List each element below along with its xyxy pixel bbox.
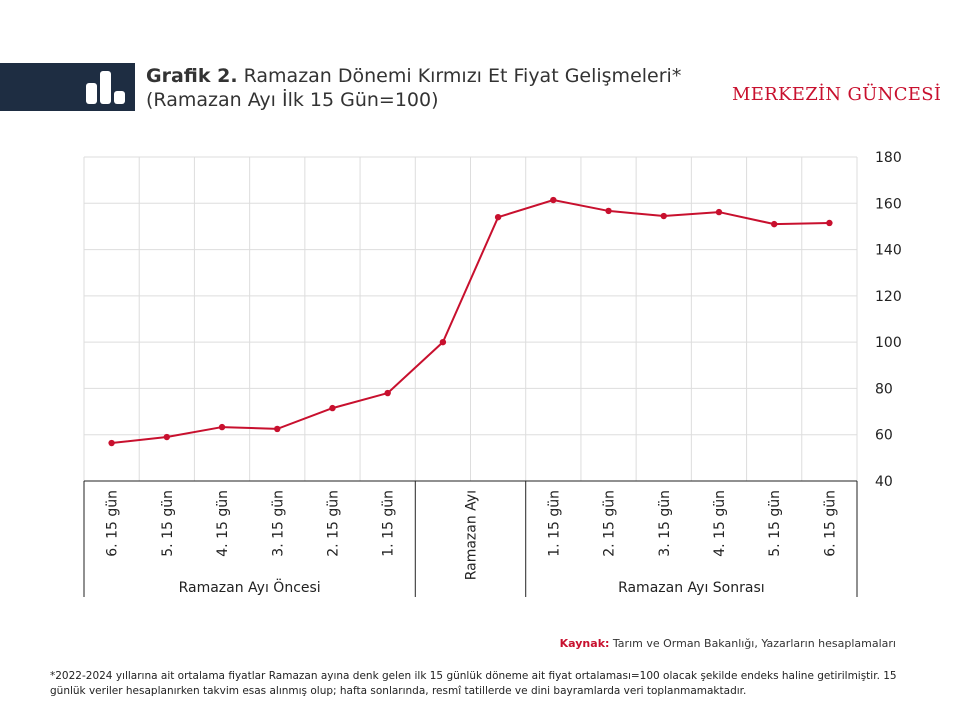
x-tick-label: 4. 15 gün <box>215 490 231 557</box>
data-point <box>218 423 226 431</box>
chart-icon <box>86 71 125 104</box>
y-tick-label: 140 <box>875 243 902 259</box>
footnote: *2022-2024 yıllarına ait ortalama fiyatl… <box>50 670 897 697</box>
header-band <box>0 63 135 111</box>
data-point <box>660 212 667 220</box>
x-tick-label: 2. 15 gün <box>602 490 618 557</box>
chart-title: Ramazan Dönemi Kırmızı Et Fiyat Gelişmel… <box>243 65 682 87</box>
x-tick-label: 1. 15 gün <box>546 490 562 557</box>
x-tick-label: 6. 15 gün <box>105 490 121 557</box>
y-tick-label: 180 <box>875 150 902 166</box>
source-text: Tarım ve Orman Bakanlığı, Yazarların hes… <box>612 637 896 650</box>
x-tick-label: 6. 15 gün <box>822 490 838 557</box>
y-tick-label: 80 <box>875 381 893 397</box>
group-label: Ramazan Ayı Sonrası <box>618 580 765 596</box>
y-tick-label: 60 <box>875 428 893 444</box>
brand: MERKEZİN GÜNCESİ <box>732 84 942 105</box>
data-point <box>108 439 115 447</box>
data-point <box>826 219 833 227</box>
group-label: Ramazan Ayı Öncesi <box>179 578 321 596</box>
data-point <box>605 207 612 215</box>
x-tick-label: 1. 15 gün <box>381 490 397 557</box>
x-tick-label: 3. 15 gün <box>657 490 673 557</box>
data-point <box>329 404 336 412</box>
title-label: Grafik 2. <box>146 65 238 87</box>
data-point <box>439 338 447 346</box>
y-tick-label: 160 <box>875 196 902 212</box>
data-point <box>715 208 723 216</box>
data-point <box>770 220 778 228</box>
source-label: Kaynak: <box>559 637 610 650</box>
data-point <box>494 213 502 221</box>
y-tick-label: 100 <box>875 335 902 351</box>
x-tick-label: 2. 15 gün <box>325 490 341 557</box>
data-point <box>274 425 281 433</box>
y-tick-label: 40 <box>875 474 893 490</box>
title-block: Grafik 2. Ramazan Dönemi Kırmızı Et Fiya… <box>146 64 681 112</box>
x-tick-label: Ramazan Ayı <box>464 490 480 580</box>
data-point <box>550 196 557 204</box>
data-point <box>384 389 391 397</box>
x-tick-label: 5. 15 gün <box>160 490 176 557</box>
x-tick-label: 5. 15 gün <box>767 490 783 557</box>
x-tick-label: 4. 15 gün <box>712 490 728 557</box>
data-point <box>163 433 171 441</box>
series-line <box>111 199 830 445</box>
x-tick-label: 3. 15 gün <box>270 490 286 557</box>
y-tick-label: 120 <box>875 289 902 305</box>
chart-subtitle: (Ramazan Ayı İlk 15 Gün=100) <box>146 89 439 111</box>
source: Kaynak: Tarım ve Orman Bakanlığı, Yazarl… <box>560 637 896 650</box>
